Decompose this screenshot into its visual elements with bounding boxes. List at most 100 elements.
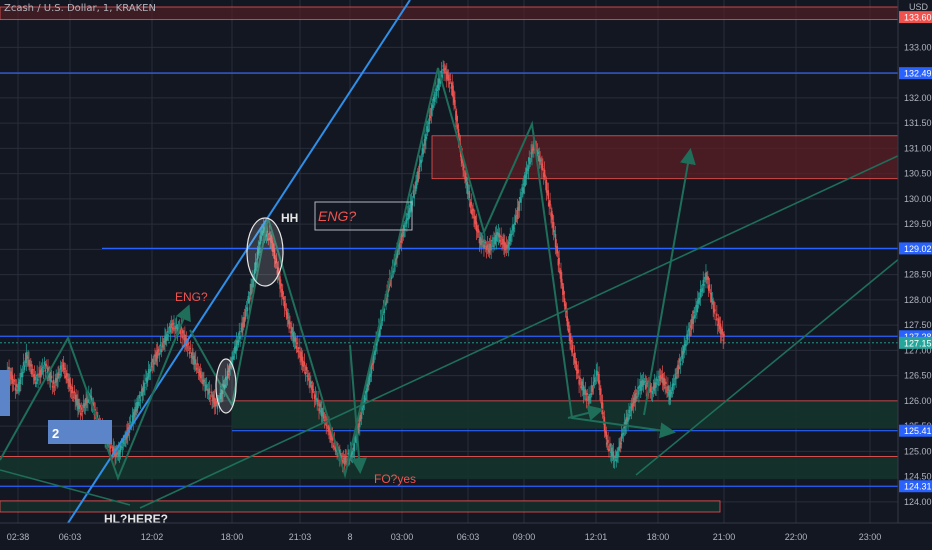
candle-body bbox=[164, 335, 166, 344]
candle-body bbox=[417, 171, 419, 181]
time-tick-label: 21:00 bbox=[713, 532, 736, 542]
candle-body bbox=[604, 430, 607, 433]
candle-body bbox=[452, 85, 454, 98]
price-axis[interactable]: 124.00124.50125.00125.50126.00126.50127.… bbox=[897, 0, 932, 550]
candle-body bbox=[255, 263, 258, 265]
candle-body bbox=[552, 222, 554, 228]
candle-body bbox=[503, 241, 505, 247]
candle-body bbox=[472, 208, 474, 212]
candle-body bbox=[614, 455, 617, 458]
candle-body bbox=[58, 374, 60, 375]
candle-body bbox=[569, 333, 571, 345]
candle-body bbox=[478, 238, 481, 244]
candle-body bbox=[516, 207, 519, 220]
candle-body bbox=[446, 71, 448, 80]
candle-body bbox=[215, 400, 218, 404]
candle-body bbox=[14, 387, 17, 391]
time-tick-label: 02:38 bbox=[7, 532, 30, 542]
candle-body bbox=[133, 412, 135, 417]
candle-body bbox=[447, 75, 450, 81]
candle-body bbox=[493, 237, 495, 239]
candle-body bbox=[310, 381, 312, 384]
candle-body bbox=[321, 411, 324, 416]
candle-body bbox=[707, 285, 710, 291]
candle-body bbox=[487, 247, 490, 253]
candle-body bbox=[594, 380, 597, 382]
candle-body bbox=[479, 236, 482, 242]
candle-body bbox=[694, 315, 696, 319]
candle-body bbox=[583, 389, 586, 395]
candle-body bbox=[556, 245, 559, 254]
candle-body bbox=[229, 363, 231, 369]
candle-body bbox=[466, 181, 469, 195]
candle-body bbox=[334, 446, 337, 452]
time-axis[interactable]: 02:38 06:03 12:02 18:00 21:03 8 03:00 06:03 09:0… bbox=[0, 522, 932, 550]
candle-body bbox=[279, 276, 281, 289]
candle-body bbox=[549, 200, 551, 205]
candle-body bbox=[417, 172, 420, 175]
candle-body bbox=[340, 455, 343, 457]
candle-body bbox=[80, 407, 83, 410]
candle-body bbox=[203, 380, 205, 382]
candle-body bbox=[601, 402, 603, 409]
candle-body bbox=[415, 180, 417, 192]
candle-body bbox=[155, 353, 157, 362]
candle-body bbox=[381, 310, 384, 322]
candle-body bbox=[418, 163, 421, 172]
candle-body bbox=[400, 233, 403, 243]
candle-body bbox=[590, 393, 592, 395]
candle-body bbox=[553, 222, 555, 233]
price-tick-label: 128.50 bbox=[904, 270, 932, 280]
candle-body bbox=[186, 347, 189, 349]
price-tick-label: 130.00 bbox=[904, 194, 932, 204]
candle-body bbox=[554, 234, 557, 248]
candle-body bbox=[709, 293, 712, 295]
candle-body bbox=[537, 151, 540, 154]
candle-body bbox=[184, 334, 186, 344]
price-tick-label: 130.50 bbox=[904, 169, 932, 179]
candle-body bbox=[20, 373, 22, 385]
candle-body bbox=[205, 384, 207, 391]
candle-body bbox=[22, 362, 25, 366]
candle-body bbox=[597, 374, 599, 376]
candle-body bbox=[254, 261, 257, 271]
candle-body bbox=[246, 307, 249, 312]
candle-body bbox=[686, 334, 688, 340]
candle-body bbox=[701, 288, 704, 292]
candle-body bbox=[8, 367, 10, 370]
candle-body bbox=[543, 169, 546, 178]
candle-body bbox=[678, 366, 680, 370]
candle-body bbox=[135, 409, 137, 412]
candle-body bbox=[671, 384, 674, 391]
candle-body bbox=[35, 381, 37, 384]
candle-body bbox=[69, 382, 71, 386]
candle-body bbox=[212, 394, 214, 402]
candle-body bbox=[628, 409, 630, 413]
candle-body bbox=[571, 348, 573, 353]
projection-arrows[interactable] bbox=[0, 67, 696, 481]
projection-arrow bbox=[349, 344, 368, 474]
annotation-shapes[interactable] bbox=[0, 201, 413, 444]
candle-body bbox=[698, 298, 700, 304]
candle-body bbox=[376, 341, 378, 346]
candle-body bbox=[278, 277, 280, 280]
time-tick-label: 03:00 bbox=[391, 532, 414, 542]
time-tick-label: 18:00 bbox=[647, 532, 670, 542]
candle-body bbox=[309, 380, 311, 387]
candle-body bbox=[655, 382, 657, 388]
candle-body bbox=[491, 239, 493, 241]
candle-body bbox=[354, 436, 356, 440]
price-tick-label: 131.50 bbox=[904, 118, 932, 128]
candle-body bbox=[681, 350, 684, 360]
candle-body bbox=[566, 316, 569, 326]
candle-body bbox=[611, 447, 613, 457]
candle-body bbox=[567, 321, 569, 327]
candle-body bbox=[706, 277, 708, 279]
candle-body bbox=[475, 221, 477, 225]
candle-body bbox=[458, 138, 461, 141]
trend-lines[interactable] bbox=[0, 0, 932, 524]
candle-body bbox=[214, 397, 216, 407]
candle-body bbox=[81, 410, 84, 412]
candle-body bbox=[147, 369, 150, 378]
